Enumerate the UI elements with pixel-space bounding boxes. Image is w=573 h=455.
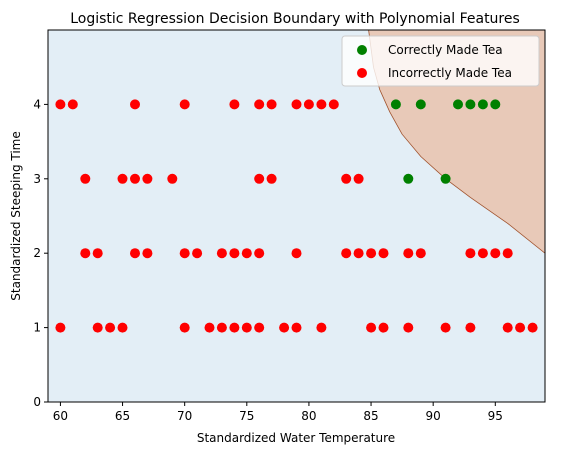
point-incorrect-35 bbox=[403, 248, 414, 259]
point-incorrect-60 bbox=[515, 322, 526, 333]
point-correct-5 bbox=[490, 99, 501, 110]
point-incorrect-12 bbox=[117, 173, 128, 184]
x-axis-label: Standardized Water Temperature bbox=[197, 431, 395, 445]
point-incorrect-39 bbox=[490, 248, 501, 259]
point-incorrect-52 bbox=[291, 322, 302, 333]
point-incorrect-7 bbox=[291, 99, 302, 110]
point-incorrect-21 bbox=[92, 248, 103, 259]
point-incorrect-37 bbox=[465, 248, 476, 259]
point-correct-1 bbox=[415, 99, 426, 110]
point-incorrect-24 bbox=[179, 248, 190, 259]
point-incorrect-2 bbox=[130, 99, 140, 110]
point-incorrect-41 bbox=[55, 322, 66, 333]
point-incorrect-47 bbox=[216, 322, 227, 333]
point-incorrect-25 bbox=[192, 248, 203, 259]
point-incorrect-4 bbox=[229, 99, 240, 110]
point-incorrect-48 bbox=[229, 322, 240, 333]
point-correct-3 bbox=[465, 99, 476, 110]
point-incorrect-18 bbox=[341, 173, 352, 184]
x-tick-label-6: 90 bbox=[426, 409, 441, 423]
point-incorrect-53 bbox=[316, 322, 327, 333]
y-tick-label-4: 4 bbox=[33, 97, 41, 111]
point-incorrect-49 bbox=[241, 322, 252, 333]
point-incorrect-5 bbox=[254, 99, 265, 110]
y-axis-label: Standardized Steeping Time bbox=[9, 131, 23, 300]
point-incorrect-1 bbox=[67, 99, 78, 110]
point-incorrect-20 bbox=[80, 248, 91, 259]
point-incorrect-8 bbox=[303, 99, 314, 110]
point-incorrect-23 bbox=[142, 248, 153, 259]
point-incorrect-29 bbox=[254, 248, 265, 259]
point-incorrect-30 bbox=[291, 248, 302, 259]
point-incorrect-14 bbox=[142, 173, 153, 184]
x-tick-label-2: 70 bbox=[177, 409, 192, 423]
point-correct-6 bbox=[403, 173, 414, 184]
legend-marker-incorrect bbox=[357, 68, 367, 78]
legend-label-correct: Correctly Made Tea bbox=[388, 43, 503, 57]
point-incorrect-11 bbox=[80, 173, 91, 184]
point-incorrect-22 bbox=[130, 248, 140, 259]
point-incorrect-51 bbox=[279, 322, 290, 333]
point-incorrect-15 bbox=[167, 173, 178, 184]
y-tick-label-3: 3 bbox=[33, 172, 41, 186]
point-incorrect-17 bbox=[266, 173, 277, 184]
point-incorrect-43 bbox=[105, 322, 116, 333]
point-incorrect-38 bbox=[477, 248, 488, 259]
point-incorrect-44 bbox=[117, 322, 128, 333]
y-tick-label-0: 0 bbox=[33, 395, 41, 409]
point-incorrect-0 bbox=[55, 99, 66, 110]
point-incorrect-26 bbox=[216, 248, 227, 259]
point-incorrect-40 bbox=[502, 248, 513, 259]
point-incorrect-33 bbox=[366, 248, 377, 259]
point-incorrect-32 bbox=[353, 248, 364, 259]
point-incorrect-3 bbox=[179, 99, 190, 110]
x-tick-label-0: 60 bbox=[53, 409, 68, 423]
plot-area bbox=[48, 30, 545, 402]
point-incorrect-28 bbox=[241, 248, 252, 259]
legend: Correctly Made Tea Incorrectly Made Tea bbox=[341, 35, 540, 87]
plot-frame bbox=[47, 29, 546, 403]
point-correct-2 bbox=[453, 99, 463, 110]
point-correct-7 bbox=[440, 173, 451, 184]
point-incorrect-19 bbox=[353, 173, 364, 184]
point-incorrect-27 bbox=[229, 248, 240, 259]
x-tick-label-5: 85 bbox=[363, 409, 378, 423]
point-incorrect-42 bbox=[92, 322, 103, 333]
point-incorrect-55 bbox=[378, 322, 389, 333]
y-tick-label-2: 2 bbox=[33, 246, 41, 260]
x-tick-label-7: 95 bbox=[488, 409, 503, 423]
point-incorrect-9 bbox=[316, 99, 327, 110]
point-incorrect-46 bbox=[204, 322, 215, 333]
x-tick-label-3: 75 bbox=[239, 409, 254, 423]
point-incorrect-16 bbox=[254, 173, 265, 184]
point-incorrect-59 bbox=[502, 322, 513, 333]
x-tick-label-4: 80 bbox=[301, 409, 316, 423]
point-incorrect-61 bbox=[527, 322, 538, 333]
y-tick-label-1: 1 bbox=[33, 321, 41, 335]
point-incorrect-10 bbox=[328, 99, 339, 110]
chart-title: Logistic Regression Decision Boundary wi… bbox=[70, 11, 520, 27]
point-incorrect-36 bbox=[415, 248, 426, 259]
legend-marker-correct bbox=[357, 45, 367, 55]
point-incorrect-50 bbox=[254, 322, 265, 333]
point-correct-0 bbox=[390, 99, 401, 110]
point-incorrect-57 bbox=[440, 322, 451, 333]
x-tick-label-1: 65 bbox=[115, 409, 130, 423]
point-incorrect-45 bbox=[179, 322, 190, 333]
point-incorrect-34 bbox=[378, 248, 389, 259]
point-incorrect-13 bbox=[130, 173, 140, 184]
point-incorrect-58 bbox=[465, 322, 476, 333]
point-incorrect-6 bbox=[266, 99, 277, 110]
legend-label-incorrect: Incorrectly Made Tea bbox=[388, 66, 512, 80]
point-incorrect-54 bbox=[366, 322, 377, 333]
point-incorrect-56 bbox=[403, 322, 414, 333]
point-incorrect-31 bbox=[341, 248, 352, 259]
point-correct-4 bbox=[477, 99, 488, 110]
legend-box bbox=[341, 35, 540, 87]
